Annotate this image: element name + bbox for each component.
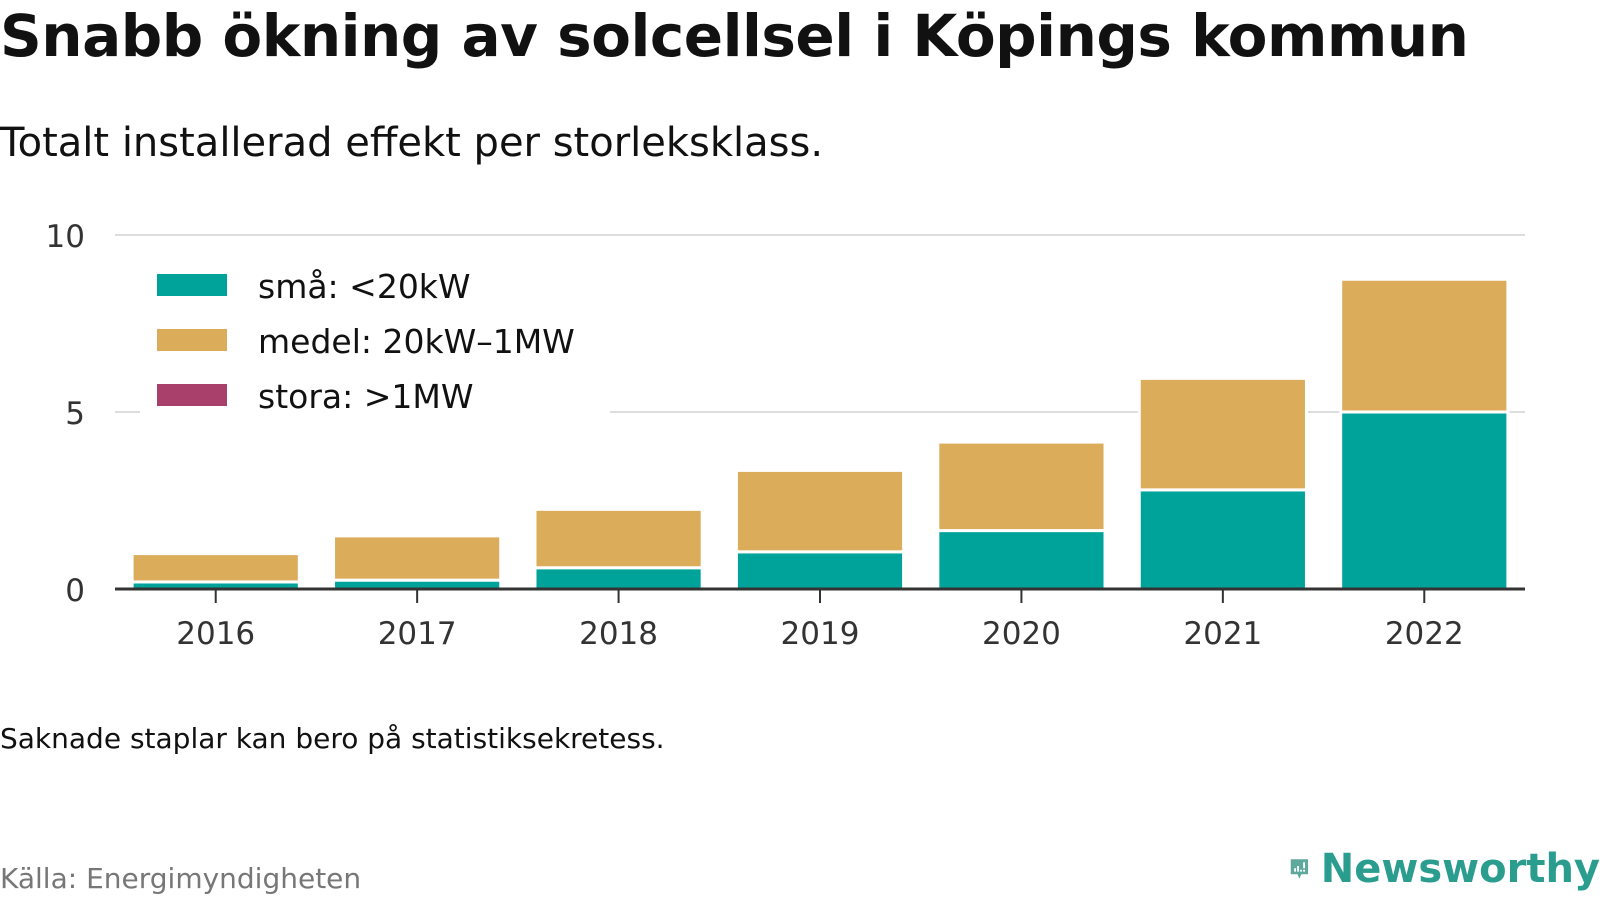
bar-2020-series-1: [936, 440, 1107, 533]
y-axis-ticks: 0 5 10: [46, 219, 85, 609]
legend-swatch: [157, 384, 227, 406]
bar-2016-series-1: [130, 552, 301, 584]
brand-logo: Newsworthy: [1290, 838, 1600, 900]
newsworthy-logo-icon: [1290, 859, 1309, 879]
bar-2018-series-1: [533, 507, 704, 570]
y-tick-label: 5: [65, 396, 85, 432]
x-tick-label: 2021: [1183, 616, 1262, 652]
y-tick-label: 10: [46, 219, 85, 255]
y-tick-label: 0: [65, 573, 85, 609]
x-tick-label: 2019: [781, 616, 860, 652]
bar-2022-series-0: [1339, 410, 1510, 591]
bar-2019-series-1: [734, 468, 906, 554]
legend-swatch: [157, 274, 227, 296]
legend-swatch: [157, 329, 227, 351]
x-tick-label: 2018: [579, 616, 658, 652]
bar-2019-series-0: [734, 550, 906, 591]
legend-label: medel: 20kW–1MW: [258, 322, 575, 361]
x-tick-label: 2022: [1385, 616, 1464, 652]
bar-2017-series-1: [332, 534, 503, 582]
bar-2018-series-0: [533, 566, 704, 591]
chart-title: Snabb ökning av solcellsel i Köpings kom…: [0, 2, 1469, 70]
chart-subtitle: Totalt installerad effekt per storlekskl…: [0, 120, 824, 166]
x-tick-label: 2020: [982, 616, 1061, 652]
stacked-bar-chart: 0 5 10 2016 2017 2018 2019 2020 2021 2022 små: <…: [46, 219, 1525, 652]
footnote: Saknade staplar kan bero på statistiksek…: [0, 722, 665, 755]
bar-2021-series-1: [1137, 376, 1308, 492]
bar-2020-series-0: [936, 529, 1107, 591]
legend-label: stora: >1MW: [258, 377, 473, 416]
x-tick-label: 2016: [176, 616, 255, 652]
legend-label: små: <20kW: [258, 267, 471, 306]
bars: [130, 277, 1510, 591]
legend: små: <20kW medel: 20kW–1MW stora: >1MW: [140, 260, 610, 420]
x-axis-ticks: 2016 2017 2018 2019 2020 2021 2022: [176, 589, 1464, 652]
source-label: Källa: Energimyndigheten: [0, 862, 362, 895]
bar-2021-series-0: [1137, 488, 1308, 591]
bar-2022-series-1: [1339, 277, 1510, 414]
brand-name: Newsworthy: [1320, 846, 1600, 892]
x-tick-label: 2017: [378, 616, 457, 652]
